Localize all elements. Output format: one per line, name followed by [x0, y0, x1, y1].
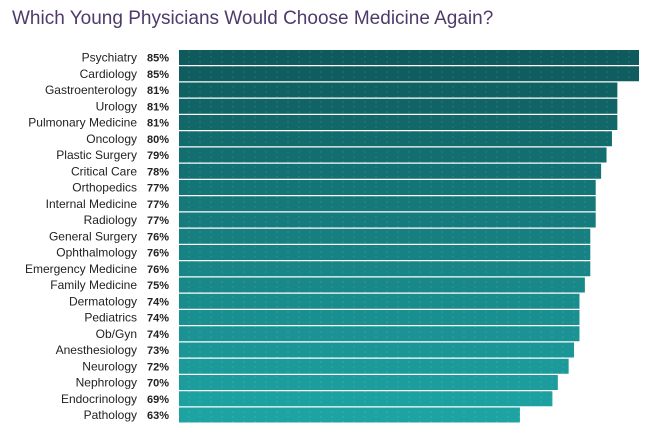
- bar-texture-neurology: [179, 358, 569, 374]
- value-label-pathology: 63%: [147, 410, 169, 422]
- value-label-urology: 81%: [147, 101, 169, 113]
- category-label-family-medicine: Family Medicine: [50, 278, 137, 292]
- value-label-plastic-surgery: 79%: [147, 150, 169, 162]
- value-label-internal-medicine: 77%: [147, 199, 169, 211]
- bar-texture-urology: [179, 98, 618, 114]
- bar-texture-ophthalmology: [179, 245, 591, 260]
- bar-texture-oncology: [179, 131, 612, 147]
- category-label-pulmonary-medicine: Pulmonary Medicine: [28, 116, 137, 130]
- category-label-nephrology: Nephrology: [76, 376, 137, 390]
- value-label-neurology: 72%: [147, 361, 169, 373]
- value-label-endocrinology: 69%: [147, 394, 169, 406]
- value-label-pulmonary-medicine: 81%: [147, 118, 169, 130]
- value-label-orthopedics: 77%: [147, 183, 169, 195]
- bar-texture-anesthesiology: [179, 342, 575, 358]
- category-label-gastroenterology: Gastroenterology: [45, 83, 137, 97]
- value-label-anesthesiology: 73%: [147, 345, 169, 357]
- bar-texture-internal-medicine: [179, 196, 596, 212]
- value-label-radiology: 77%: [147, 215, 169, 227]
- category-label-endocrinology: Endocrinology: [61, 392, 137, 406]
- value-label-gastroenterology: 81%: [147, 85, 169, 97]
- bar-texture-endocrinology: [179, 391, 553, 407]
- value-label-critical-care: 78%: [147, 166, 169, 178]
- category-label-plastic-surgery: Plastic Surgery: [56, 148, 137, 162]
- bar-texture-orthopedics: [179, 180, 596, 195]
- bar-texture-psychiatry: [179, 50, 639, 65]
- category-label-pediatrics: Pediatrics: [84, 311, 137, 325]
- chart-title: Which Young Physicians Would Choose Medi…: [12, 8, 494, 29]
- value-label-cardiology: 85%: [147, 69, 169, 81]
- bar-texture-cardiology: [179, 66, 639, 82]
- value-label-oncology: 80%: [147, 134, 169, 146]
- bar-texture-plastic-surgery: [179, 147, 607, 163]
- category-label-orthopedics: Orthopedics: [72, 181, 137, 195]
- category-label-anesthesiology: Anesthesiology: [56, 343, 137, 357]
- value-label-emergency-medicine: 76%: [147, 264, 169, 276]
- category-label-cardiology: Cardiology: [80, 67, 137, 81]
- category-label-radiology: Radiology: [84, 213, 137, 227]
- bar-texture-pathology: [179, 407, 520, 423]
- bar-texture-critical-care: [179, 163, 602, 179]
- value-label-psychiatry: 85%: [147, 53, 169, 65]
- category-label-emergency-medicine: Emergency Medicine: [25, 262, 137, 276]
- category-label-oncology: Oncology: [86, 132, 137, 146]
- value-label-ophthalmology: 76%: [147, 248, 169, 260]
- category-label-neurology: Neurology: [82, 359, 137, 373]
- value-label-pediatrics: 74%: [147, 313, 169, 325]
- category-label-ophthalmology: Ophthalmology: [56, 246, 137, 260]
- bars-group: Psychiatry 85% Cardiology 85% Gastroenterolo…: [25, 50, 639, 423]
- bar-texture-general-surgery: [179, 228, 591, 244]
- bar-texture-family-medicine: [179, 277, 585, 293]
- bar-texture-dermatology: [179, 293, 580, 309]
- category-label-internal-medicine: Internal Medicine: [46, 197, 138, 211]
- category-label-critical-care: Critical Care: [71, 164, 137, 178]
- bar-texture-gastroenterology: [179, 82, 618, 98]
- value-label-ob-gyn: 74%: [147, 329, 169, 341]
- category-label-dermatology: Dermatology: [69, 294, 137, 308]
- bar-texture-pediatrics: [179, 310, 580, 325]
- value-label-general-surgery: 76%: [147, 231, 169, 243]
- category-label-general-surgery: General Surgery: [49, 229, 137, 243]
- category-label-urology: Urology: [96, 99, 137, 113]
- bar-texture-ob-gyn: [179, 326, 580, 342]
- category-label-pathology: Pathology: [84, 408, 137, 422]
- category-label-ob-gyn: Ob/Gyn: [96, 327, 137, 341]
- bar-texture-pulmonary-medicine: [179, 115, 618, 130]
- value-label-dermatology: 74%: [147, 296, 169, 308]
- bar-texture-radiology: [179, 212, 596, 228]
- value-label-family-medicine: 75%: [147, 280, 169, 292]
- category-label-psychiatry: Psychiatry: [82, 51, 137, 65]
- value-label-nephrology: 70%: [147, 378, 169, 390]
- bar-texture-nephrology: [179, 375, 558, 390]
- bar-texture-emergency-medicine: [179, 261, 591, 277]
